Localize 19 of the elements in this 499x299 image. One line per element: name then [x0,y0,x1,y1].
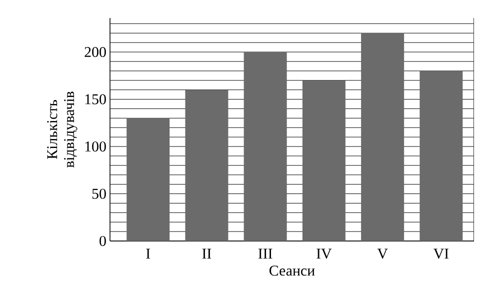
y-tick-label: 100 [85,141,106,152]
x-tick-label: III [258,248,272,259]
x-tick-label: I [146,248,150,259]
y-tick-label: 0 [100,236,106,246]
y-tick-label: 200 [84,46,106,58]
x-tick-label: II [202,248,212,259]
y-tick-label: 50 [92,188,106,199]
bar [420,70,463,241]
x-axis-title: Сеанси [270,266,315,276]
bar [361,33,404,241]
bar [302,80,346,241]
bar [185,90,228,241]
x-tick-label: V [377,248,388,259]
bar [244,52,287,241]
bar [126,118,170,241]
x-tick-label: IV [316,248,332,259]
y-tick-label: 150 [85,94,106,104]
x-tick-label: VI [433,248,449,259]
y-axis-title: Кількість відвідувачів [47,92,78,168]
